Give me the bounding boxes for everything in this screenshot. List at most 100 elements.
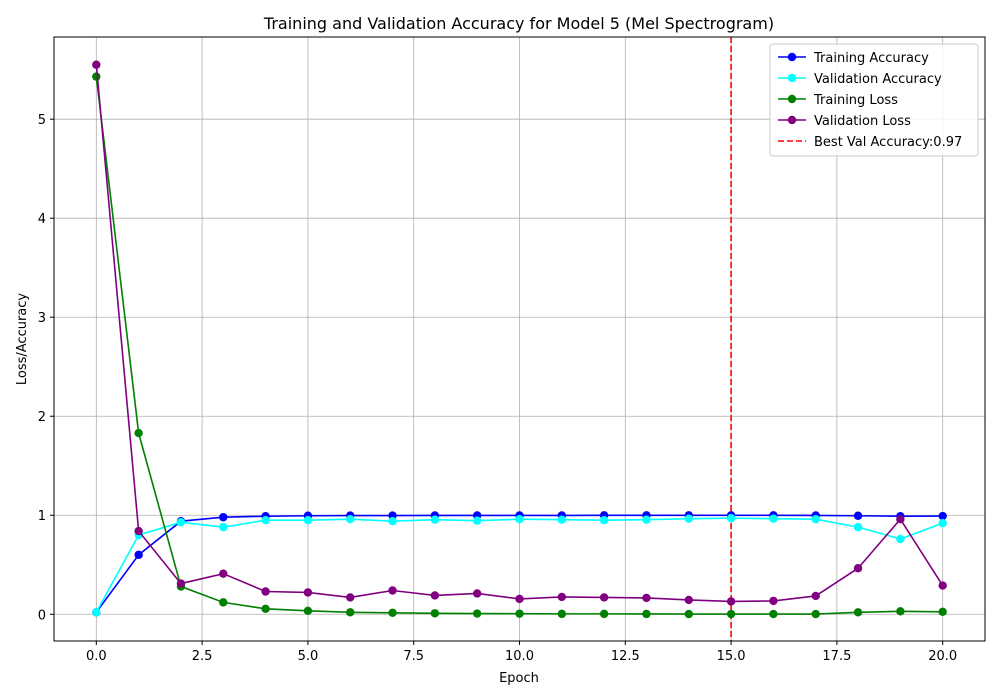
training-loss-point	[853, 608, 863, 617]
y-tick-label: 2	[38, 410, 46, 425]
legend-label: Training Loss	[813, 93, 898, 108]
x-tick-label: 10.0	[505, 649, 534, 664]
validation-accuracy-point	[472, 516, 482, 525]
legend-swatch-marker	[787, 52, 797, 62]
validation-accuracy-point	[261, 516, 270, 525]
training-loss-point	[557, 609, 567, 619]
training-accuracy-point	[853, 511, 863, 520]
legend-item-training-loss: Training Loss	[778, 93, 898, 108]
training-loss-point	[92, 72, 101, 81]
legend-label: Training Accuracy	[813, 51, 929, 66]
validation-loss-point	[769, 596, 778, 606]
validation-accuracy-point	[219, 522, 228, 532]
series-layer	[92, 60, 947, 619]
validation-loss-point	[219, 569, 228, 578]
training-accuracy-point	[134, 550, 143, 560]
validation-loss-point	[261, 587, 270, 596]
legend-swatch-marker	[787, 73, 797, 83]
y-axis-ticks: 0 1 2 3 4 5	[38, 113, 54, 623]
training-loss-point	[642, 609, 651, 619]
legend-item-validation-loss: Validation Loss	[778, 114, 911, 129]
validation-accuracy-point	[684, 514, 693, 523]
validation-loss-point	[346, 593, 355, 602]
training-loss-point	[303, 606, 313, 615]
training-loss-point	[938, 607, 947, 616]
training-accuracy-point	[938, 511, 947, 521]
y-tick-label: 0	[38, 608, 46, 623]
validation-loss-point	[176, 579, 186, 588]
training-loss-point	[261, 604, 270, 614]
legend-item-training-accuracy: Training Accuracy	[778, 51, 929, 66]
validation-accuracy-point	[346, 515, 355, 524]
y-tick-label: 1	[38, 509, 46, 524]
validation-accuracy-point	[557, 515, 567, 524]
training-loss-point	[515, 609, 524, 618]
training-loss-point	[219, 598, 228, 607]
validation-accuracy-point	[388, 516, 397, 526]
validation-loss-point	[303, 588, 313, 597]
training-loss-point	[134, 428, 143, 438]
validation-loss-point	[388, 586, 397, 595]
validation-accuracy-point	[726, 514, 736, 523]
legend-label: Validation Accuracy	[814, 72, 942, 87]
x-tick-label: 2.5	[192, 649, 213, 664]
validation-loss-point	[557, 592, 567, 602]
legend-item-best-val-accuracy: Best Val Accuracy:0.97	[778, 135, 962, 150]
x-axis-label: Epoch	[499, 671, 539, 686]
x-tick-label: 0.0	[86, 649, 107, 664]
validation-loss-point	[896, 515, 905, 524]
validation-accuracy-point	[769, 514, 778, 523]
validation-loss-point	[811, 591, 820, 601]
training-loss-point	[388, 608, 397, 617]
legend-label: Best Val Accuracy:0.97	[814, 135, 962, 150]
x-tick-label: 15.0	[717, 649, 746, 664]
validation-accuracy-point	[303, 516, 313, 525]
validation-accuracy-point	[176, 517, 186, 527]
series-validation-accuracy	[92, 514, 947, 617]
x-tick-label: 17.5	[822, 649, 851, 664]
validation-loss-point	[472, 589, 482, 598]
validation-loss-point	[515, 594, 524, 604]
validation-accuracy-point	[92, 608, 101, 617]
x-axis-ticks: 0.0 2.5 5.0 7.5 10.0 12.5 15.0 17.5 20.0	[86, 641, 957, 664]
legend: Training Accuracy Validation Accuracy Trai…	[769, 43, 979, 157]
training-loss-point	[472, 609, 482, 618]
x-tick-label: 12.5	[611, 649, 640, 664]
training-loss-point	[769, 609, 778, 619]
training-loss-point	[896, 607, 905, 616]
validation-accuracy-point	[896, 534, 905, 544]
training-loss-point	[430, 609, 440, 618]
validation-loss-point	[938, 581, 947, 590]
validation-loss-point	[92, 60, 101, 69]
validation-accuracy-point	[642, 515, 651, 524]
training-loss-point	[346, 608, 355, 617]
validation-accuracy-point	[430, 515, 440, 524]
training-accuracy-point	[219, 513, 228, 522]
validation-accuracy-point	[515, 515, 524, 524]
training-loss-point	[726, 609, 736, 619]
training-loss-point	[684, 609, 693, 619]
x-tick-label: 5.0	[298, 649, 319, 664]
validation-loss-point	[599, 593, 609, 602]
y-tick-label: 5	[38, 113, 46, 128]
validation-loss-point	[726, 597, 736, 606]
validation-accuracy-point	[853, 522, 863, 532]
validation-loss-point	[853, 564, 863, 573]
validation-loss-point	[134, 526, 143, 536]
chart-title: Training and Validation Accuracy for Mod…	[263, 14, 774, 33]
legend-box	[769, 43, 979, 157]
validation-loss-point	[430, 591, 440, 600]
legend-swatch-marker	[787, 115, 797, 125]
grid	[54, 37, 985, 641]
training-loss-point	[599, 609, 609, 619]
validation-accuracy-point	[811, 515, 820, 524]
validation-loss-point	[642, 593, 651, 603]
validation-accuracy-point	[938, 518, 947, 528]
x-tick-label: 7.5	[403, 649, 424, 664]
validation-loss-point	[684, 595, 693, 605]
y-tick-label: 4	[38, 212, 46, 227]
validation-accuracy-point	[599, 516, 609, 525]
y-axis-label: Loss/Accuracy	[15, 293, 30, 386]
x-tick-label: 20.0	[928, 649, 957, 664]
